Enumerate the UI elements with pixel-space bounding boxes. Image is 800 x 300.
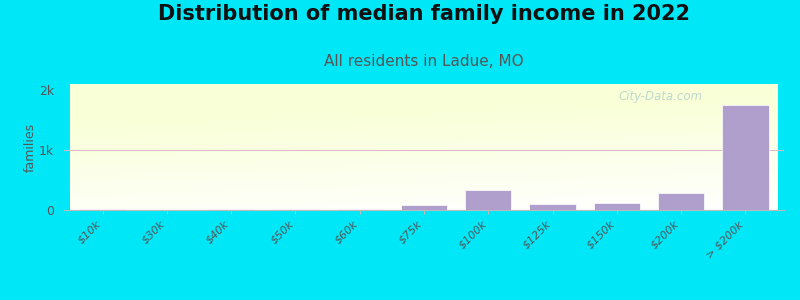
Y-axis label: families: families bbox=[23, 122, 36, 172]
Bar bbox=[79, 209, 126, 210]
Bar bbox=[530, 204, 576, 210]
Bar bbox=[337, 209, 383, 210]
Bar bbox=[594, 203, 640, 210]
Text: Distribution of median family income in 2022: Distribution of median family income in … bbox=[158, 4, 690, 25]
Bar bbox=[272, 209, 318, 210]
Text: All residents in Ladue, MO: All residents in Ladue, MO bbox=[324, 54, 524, 69]
Bar bbox=[658, 193, 704, 210]
Bar bbox=[401, 205, 447, 210]
Bar bbox=[722, 105, 769, 210]
Bar bbox=[465, 190, 511, 210]
Text: City-Data.com: City-Data.com bbox=[618, 90, 702, 103]
Bar bbox=[208, 209, 254, 210]
